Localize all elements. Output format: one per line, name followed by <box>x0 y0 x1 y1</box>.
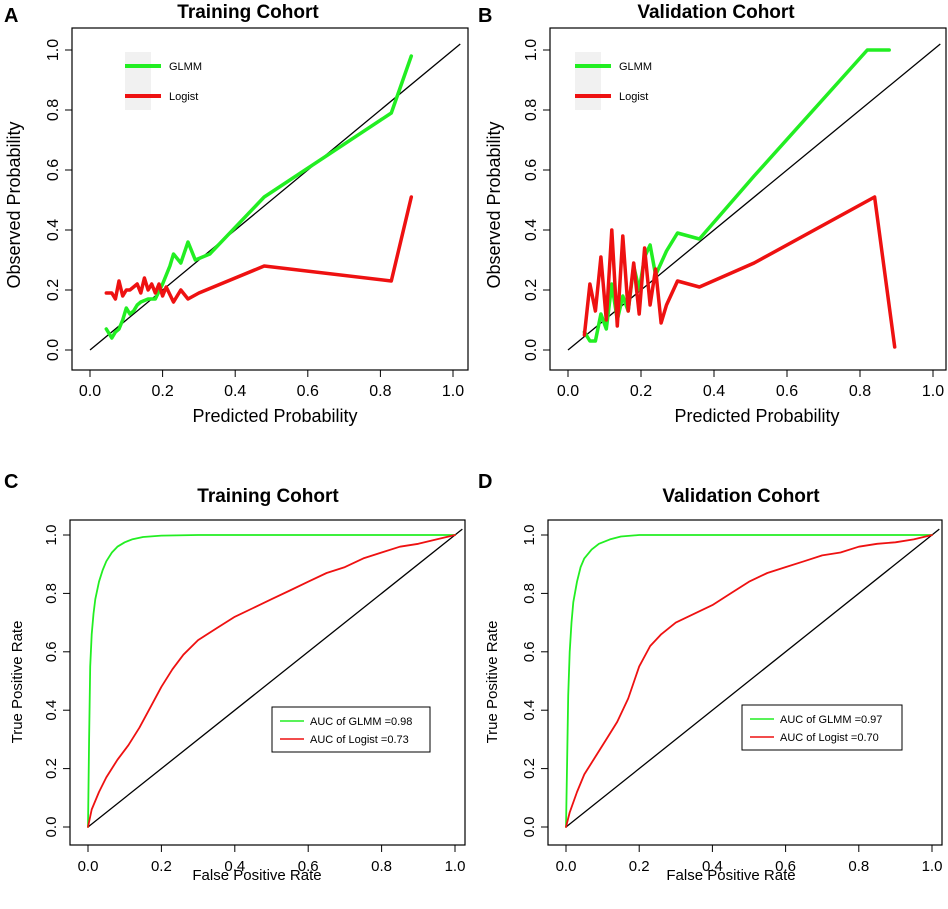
plot-frame <box>69 519 466 846</box>
chart-title: Validation Cohort <box>662 486 820 507</box>
legend-label-logist: AUC of Logist =0.70 <box>780 732 879 744</box>
x-tick-label: 0.8 <box>369 383 391 400</box>
reference-diagonal <box>565 528 940 828</box>
panel-b-letter: B <box>478 5 492 27</box>
series-line-glmm <box>87 534 456 828</box>
y-tick-label: 1.0 <box>523 39 540 61</box>
legend-label-glmm: AUC of GLMM =0.97 <box>780 714 882 726</box>
x-tick-label: 0.4 <box>703 383 725 400</box>
x-tick-label: 0.4 <box>702 858 723 875</box>
x-tick-label: 1.0 <box>442 383 464 400</box>
legend-box <box>741 704 903 751</box>
y-tick-label: 0.0 <box>521 817 538 838</box>
panel-a: A Training Cohort 0.0 0.2 0.4 0.6 0.8 1.0 0.0 0.… <box>4 2 469 426</box>
x-tick-label: 0.0 <box>557 383 579 400</box>
x-tick-label: 0.6 <box>297 383 319 400</box>
y-tick-label: 0.6 <box>45 159 62 181</box>
y-tick-label: 0.4 <box>521 700 538 721</box>
x-axis-label: False Positive Rate <box>666 867 795 884</box>
x-axis-label: False Positive Rate <box>192 867 321 884</box>
x-tick-label: 1.0 <box>922 383 944 400</box>
x-tick-label: 0.2 <box>630 383 652 400</box>
y-tick-label: 0.6 <box>43 641 60 662</box>
y-tick-label: 0.8 <box>43 583 60 604</box>
y-tick-label: 0.0 <box>43 817 60 838</box>
x-tick-label: 0.8 <box>848 858 869 875</box>
y-tick-label: 0.6 <box>521 641 538 662</box>
y-tick-label: 0.8 <box>521 583 538 604</box>
plot-frame <box>549 27 947 371</box>
x-tick-label: 1.0 <box>922 858 943 875</box>
y-tick-label: 0.0 <box>523 339 540 361</box>
panel-c-letter: C <box>4 471 18 493</box>
x-axis-label: Predicted Probability <box>192 406 357 426</box>
x-tick-label: 0.6 <box>776 383 798 400</box>
x-tick-label: 0.4 <box>224 858 245 875</box>
x-tick-label: 0.8 <box>849 383 871 400</box>
x-tick-label: 0.8 <box>371 858 392 875</box>
panel-c: C Training Cohort 0.0 0.2 0.4 0.6 0.8 1.0 0.0 0.… <box>4 471 466 884</box>
series-line-logist <box>87 534 456 828</box>
y-tick-label: 1.0 <box>43 525 60 546</box>
legend-label-glmm: GLMM <box>619 61 652 73</box>
y-tick-label: 0.2 <box>45 279 62 301</box>
y-tick-label: 0.8 <box>45 99 62 121</box>
legend-shade <box>575 52 601 110</box>
y-axis-label: True Positive Rate <box>484 621 501 744</box>
y-tick-label: 1.0 <box>521 525 538 546</box>
x-tick-label: 1.0 <box>445 858 466 875</box>
reference-diagonal <box>87 528 463 828</box>
panel-d-letter: D <box>478 471 492 493</box>
y-tick-label: 0.4 <box>45 219 62 241</box>
plot-frame <box>547 519 943 846</box>
x-tick-label: 0.6 <box>298 858 319 875</box>
chart-title: Validation Cohort <box>637 2 795 23</box>
legend-label-glmm: AUC of GLMM =0.98 <box>310 716 412 728</box>
y-tick-label: 0.6 <box>523 159 540 181</box>
x-tick-label: 0.2 <box>151 383 173 400</box>
plot-frame <box>71 27 469 371</box>
legend-label-logist: Logist <box>619 91 648 103</box>
series-line-logist <box>582 195 897 349</box>
y-tick-label: 0.2 <box>521 758 538 779</box>
x-tick-label: 0.0 <box>556 858 577 875</box>
reference-diagonal <box>567 43 941 351</box>
legend-label-logist: Logist <box>169 91 198 103</box>
y-tick-label: 1.0 <box>45 39 62 61</box>
chart-title: Training Cohort <box>177 2 319 23</box>
y-axis-label: True Positive Rate <box>9 621 26 744</box>
legend-box <box>271 706 431 753</box>
x-tick-label: 0.6 <box>775 858 796 875</box>
series-line-glmm <box>582 48 891 343</box>
panel-b: B Validation Cohort 0.0 0.2 0.4 0.6 0.8 1.0 0.0… <box>478 2 947 426</box>
panel-a-letter: A <box>4 5 18 27</box>
y-tick-label: 0.4 <box>43 700 60 721</box>
panel-d: D Validation Cohort 0.0 0.2 0.4 0.6 0.8 1.0 0.0… <box>478 471 943 884</box>
x-tick-label: 0.4 <box>224 383 246 400</box>
series-line-glmm <box>104 54 414 340</box>
y-axis-label: Observed Probability <box>4 121 24 288</box>
y-tick-label: 0.8 <box>523 99 540 121</box>
legend-label-logist: AUC of Logist =0.73 <box>310 734 409 746</box>
chart-title: Training Cohort <box>197 486 339 507</box>
y-axis-label: Observed Probability <box>484 121 504 288</box>
x-tick-label: 0.2 <box>151 858 172 875</box>
legend-shade <box>125 52 151 110</box>
y-tick-label: 0.2 <box>43 758 60 779</box>
y-tick-label: 0.4 <box>523 219 540 241</box>
x-tick-label: 0.0 <box>78 858 99 875</box>
series-line-logist <box>565 534 933 828</box>
y-tick-label: 0.2 <box>523 279 540 301</box>
x-axis-label: Predicted Probability <box>674 406 839 426</box>
y-tick-label: 0.0 <box>45 339 62 361</box>
series-line-logist <box>104 195 414 304</box>
x-tick-label: 0.2 <box>629 858 650 875</box>
legend-label-glmm: GLMM <box>169 61 202 73</box>
x-tick-label: 0.0 <box>79 383 101 400</box>
series-line-glmm <box>565 534 933 828</box>
